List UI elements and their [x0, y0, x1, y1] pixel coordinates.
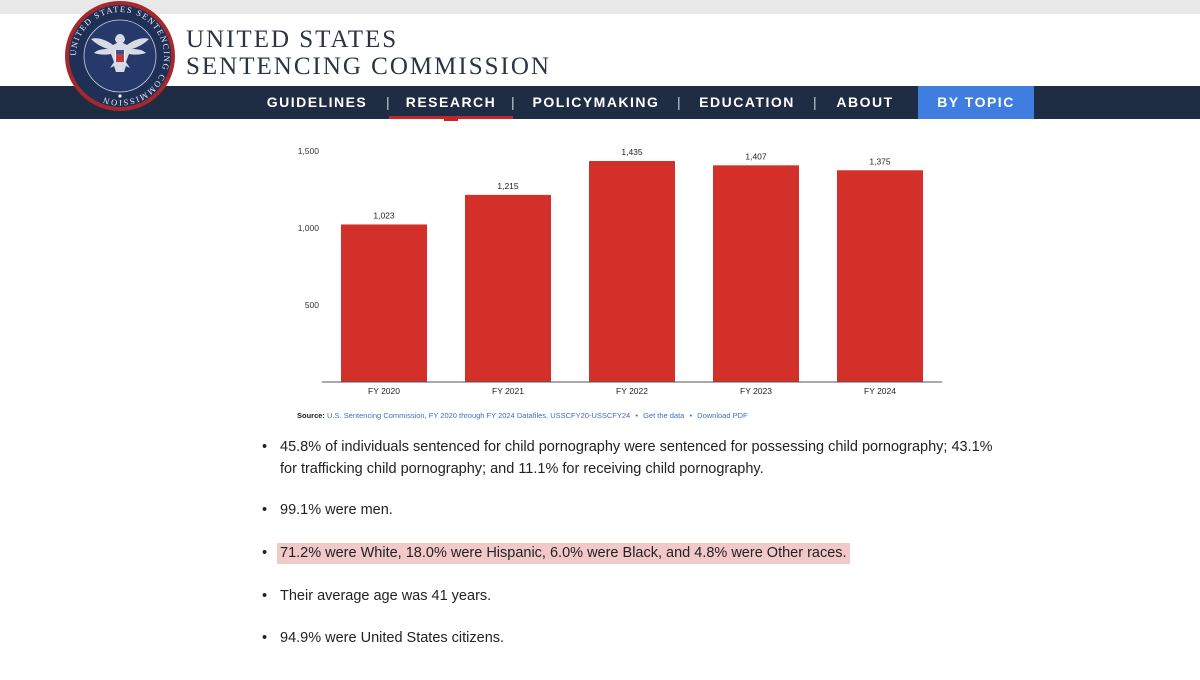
seal-icon[interactable]: UNITED STATES SENTENCING COMMISSION	[60, 0, 180, 112]
site-header: UNITED STATES SENTENCING COMMISSION	[0, 14, 1200, 86]
bar-value-label: 1,375	[869, 156, 891, 166]
y-tick-label: 1,000	[298, 223, 320, 233]
nav-separator: |	[511, 94, 515, 110]
bar-value-label: 1,215	[497, 181, 519, 191]
y-tick-label: 500	[305, 300, 319, 310]
sentencing-bar-chart: 500 1,000 1,500 1,023 FY 2020 1,215 FY 2021 1,4…	[298, 146, 942, 396]
download-pdf-link[interactable]: Download PDF	[697, 411, 748, 420]
list-item: • 71.2% were White, 18.0% were Hispanic,…	[262, 542, 1002, 564]
list-item-text: 99.1% were men.	[280, 502, 393, 518]
bar	[465, 194, 551, 382]
nav-separator: |	[386, 94, 390, 110]
bar	[589, 161, 675, 382]
browser-top-strip	[0, 0, 1200, 14]
bullet-marker: •	[262, 439, 268, 455]
nav-by-topic-button[interactable]: BY TOPIC	[918, 86, 1034, 119]
source-dot: •	[689, 411, 693, 420]
site-title-line2: SENTENCING COMMISSION	[186, 53, 551, 80]
bar-value-label: 1,407	[745, 151, 767, 161]
bar	[837, 170, 923, 382]
nav-separator: |	[677, 94, 681, 110]
chart-source-line: Source: U.S. Sentencing Commission, FY 2…	[297, 411, 748, 420]
nav-research[interactable]: RESEARCH	[405, 94, 497, 110]
bar-value-label: 1,435	[621, 147, 643, 157]
list-item: • 45.8% of individuals sentenced for chi…	[262, 436, 1002, 480]
nav-separator: |	[813, 94, 817, 110]
nav-active-tick	[444, 119, 458, 121]
x-tick-label: FY 2022	[616, 386, 648, 396]
x-tick-label: FY 2021	[492, 386, 524, 396]
list-item-text: 94.9% were United States citizens.	[280, 630, 505, 646]
list-item: • 94.9% were United States citizens.	[262, 627, 1002, 649]
list-item-text: 45.8% of individuals sentenced for child…	[280, 439, 993, 477]
source-dot: •	[635, 411, 638, 420]
bullet-marker: •	[262, 588, 268, 604]
nav-guidelines[interactable]: GUIDELINES	[266, 94, 368, 110]
list-item: • Their average age was 41 years.	[262, 585, 1002, 607]
bullet-marker: •	[262, 545, 268, 561]
nav-about[interactable]: ABOUT	[836, 94, 894, 110]
x-tick-label: FY 2024	[864, 386, 896, 396]
source-link[interactable]: U.S. Sentencing Commission, FY 2020 thro…	[327, 411, 631, 420]
bar-value-label: 1,023	[373, 210, 395, 220]
x-tick-label: FY 2020	[368, 386, 400, 396]
bullet-marker: •	[262, 630, 268, 646]
bar	[713, 165, 799, 382]
bullet-marker: •	[262, 502, 268, 518]
y-tick-label: 1,500	[298, 146, 320, 156]
list-item: • 99.1% were men.	[262, 499, 1002, 521]
main-navigation: GUIDELINES | RESEARCH | POLICYMAKING | E…	[0, 86, 1200, 119]
nav-policymaking[interactable]: POLICYMAKING	[532, 94, 660, 110]
source-label: Source:	[297, 411, 325, 420]
x-tick-label: FY 2023	[740, 386, 772, 396]
nav-education[interactable]: EDUCATION	[699, 94, 795, 110]
nav-active-indicator	[389, 116, 513, 119]
site-title[interactable]: UNITED STATES SENTENCING COMMISSION	[186, 26, 551, 80]
site-title-line1: UNITED STATES	[186, 26, 399, 53]
list-item-text: Their average age was 41 years.	[280, 588, 492, 604]
highlighted-list-item-text: 71.2% were White, 18.0% were Hispanic, 6…	[277, 543, 850, 564]
nav-by-topic-label: BY TOPIC	[937, 94, 1015, 110]
get-data-link[interactable]: Get the data	[643, 411, 685, 420]
bar	[341, 224, 427, 382]
